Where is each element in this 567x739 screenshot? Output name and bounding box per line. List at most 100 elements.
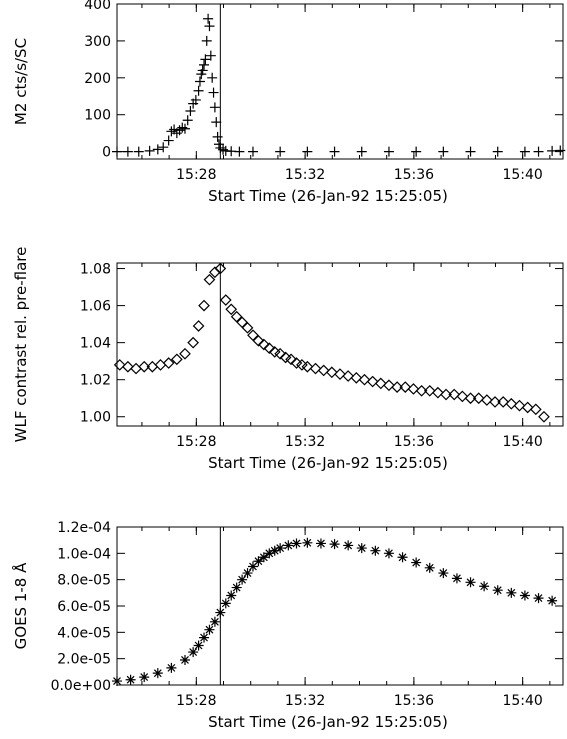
goes-data-point (329, 539, 340, 550)
goes-data-point (269, 545, 280, 556)
wlf-data-point (423, 384, 436, 397)
m2-data-point (208, 87, 219, 98)
wlf-data-point (472, 392, 485, 405)
m2-y-tick-label: 400 (84, 0, 111, 13)
wlf-data-point (187, 336, 199, 349)
wlf-data-point (399, 381, 412, 393)
wlf-data-point (440, 388, 452, 401)
goes-data-point (451, 573, 462, 584)
m2-data-point (158, 142, 169, 153)
wlf-data-point (301, 360, 314, 373)
m2-data-point (174, 125, 185, 136)
m2-x-axis-title: Start Time (26-Jan-92 15:25:05) (208, 187, 448, 205)
goes-y-tick-label: 8.0e-05 (57, 573, 111, 589)
goes-flux-panel: 15:28 15:32 15:36 15:40 0.0e+00 2.0e-05 4.0e-0… (11, 520, 564, 731)
goes-data-point (315, 538, 326, 549)
goes-data-point (438, 568, 449, 579)
m2-x-tick-label: 15:36 (394, 167, 434, 183)
wlf-data-point (334, 368, 346, 380)
m2-data-point (166, 126, 177, 137)
wlf-data-point (317, 364, 330, 377)
m2-data-point (177, 122, 188, 133)
goes-data-point (302, 537, 313, 548)
goes-data-point (547, 595, 558, 606)
m2-data-point (205, 50, 216, 61)
wlf-x-axis-title: Start Time (26-Jan-92 15:25:05) (208, 454, 448, 472)
m2-data-point (112, 146, 122, 157)
wlf-data-point (296, 359, 308, 371)
goes-data-point (411, 557, 422, 568)
goes-data-point (166, 662, 177, 673)
m2-data-point (201, 35, 212, 46)
m2-data-point (179, 123, 190, 134)
wlf-y-tick-label: 1.04 (80, 336, 111, 352)
goes-data-point (356, 543, 367, 554)
wlf-data-point (497, 396, 510, 408)
wlf-data-point (130, 362, 142, 375)
goes-data-point (291, 538, 302, 549)
goes-x-tick-label: 15:40 (502, 693, 542, 709)
goes-data-point (179, 654, 190, 665)
wlf-data-point (521, 401, 534, 414)
goes-data-point (139, 672, 150, 683)
wlf-data-point (407, 383, 420, 395)
m2-data-point (234, 146, 245, 157)
goes-data-point (112, 676, 122, 687)
wlf-y-axis-title: WLF contrast rel. pre-flare (12, 247, 30, 443)
goes-data-point (479, 581, 490, 592)
goes-y-tick-label: 6.0e-05 (57, 599, 111, 615)
wlf-data-point (342, 370, 355, 382)
goes-data-point (533, 593, 544, 604)
wlf-data-point (241, 321, 254, 334)
goes-x-tick-label: 15:36 (394, 693, 434, 709)
m2-y-tick-label: 100 (84, 108, 111, 124)
goes-data-point (258, 552, 269, 563)
goes-data-point (397, 552, 408, 563)
m2-data-point (200, 54, 211, 65)
wlf-data-point (230, 310, 243, 323)
wlf-data-point (415, 384, 428, 397)
goes-data-point (193, 640, 204, 651)
m2-data-point (209, 102, 220, 113)
wlf-data-point (236, 316, 248, 329)
m2-data-point (218, 144, 229, 155)
wlf-data-point (358, 373, 371, 386)
wlf-y-tick-label: 1.06 (80, 299, 111, 315)
m2-y-tick-label: 0 (102, 145, 111, 161)
goes-data-point (275, 543, 286, 554)
wlf-x-tick-label: 15:40 (502, 434, 542, 450)
m2-data-point (199, 59, 210, 70)
m2-data-point (190, 94, 201, 105)
m2-data-point (215, 142, 226, 153)
goes-data-point (242, 568, 253, 579)
m2-y-tick-label: 200 (84, 71, 111, 87)
wlf-plot-frame (116, 262, 564, 427)
wlf-data-point (179, 347, 191, 360)
wlf-data-point (247, 329, 259, 342)
goes-data-point (283, 540, 294, 551)
goes-data-point (465, 577, 476, 588)
wlf-data-point (225, 303, 238, 316)
m2-data-point (555, 145, 566, 156)
wlf-contrast-panel: 15:28 15:32 15:36 15:40 1.00 1.02 1.04 1.06 1.08… (12, 247, 564, 472)
wlf-data-point (198, 299, 210, 312)
goes-y-tick-label: 1.0e-04 (57, 546, 111, 562)
wlf-y-tick-label: 1.00 (80, 410, 111, 426)
m2-data-point (211, 117, 222, 128)
wlf-data-point (513, 399, 526, 412)
goes-data-point (199, 632, 210, 643)
m2-data-point (383, 146, 394, 157)
m2-data-point (302, 146, 313, 157)
m2-data-point (185, 106, 196, 117)
goes-data-point (492, 585, 503, 596)
m2-data-point (144, 145, 155, 156)
goes-data-point (506, 587, 517, 598)
goes-data-point (231, 582, 242, 593)
goes-data-point (125, 674, 136, 685)
wlf-x-tick-label: 15:28 (176, 434, 216, 450)
m2-y-axis-title: M2 cts/s/SC (12, 38, 30, 125)
wlf-data-point (456, 390, 469, 403)
goes-x-tick-label: 15:32 (285, 693, 325, 709)
goes-data-point (247, 561, 258, 572)
m2-data-point (492, 146, 503, 157)
